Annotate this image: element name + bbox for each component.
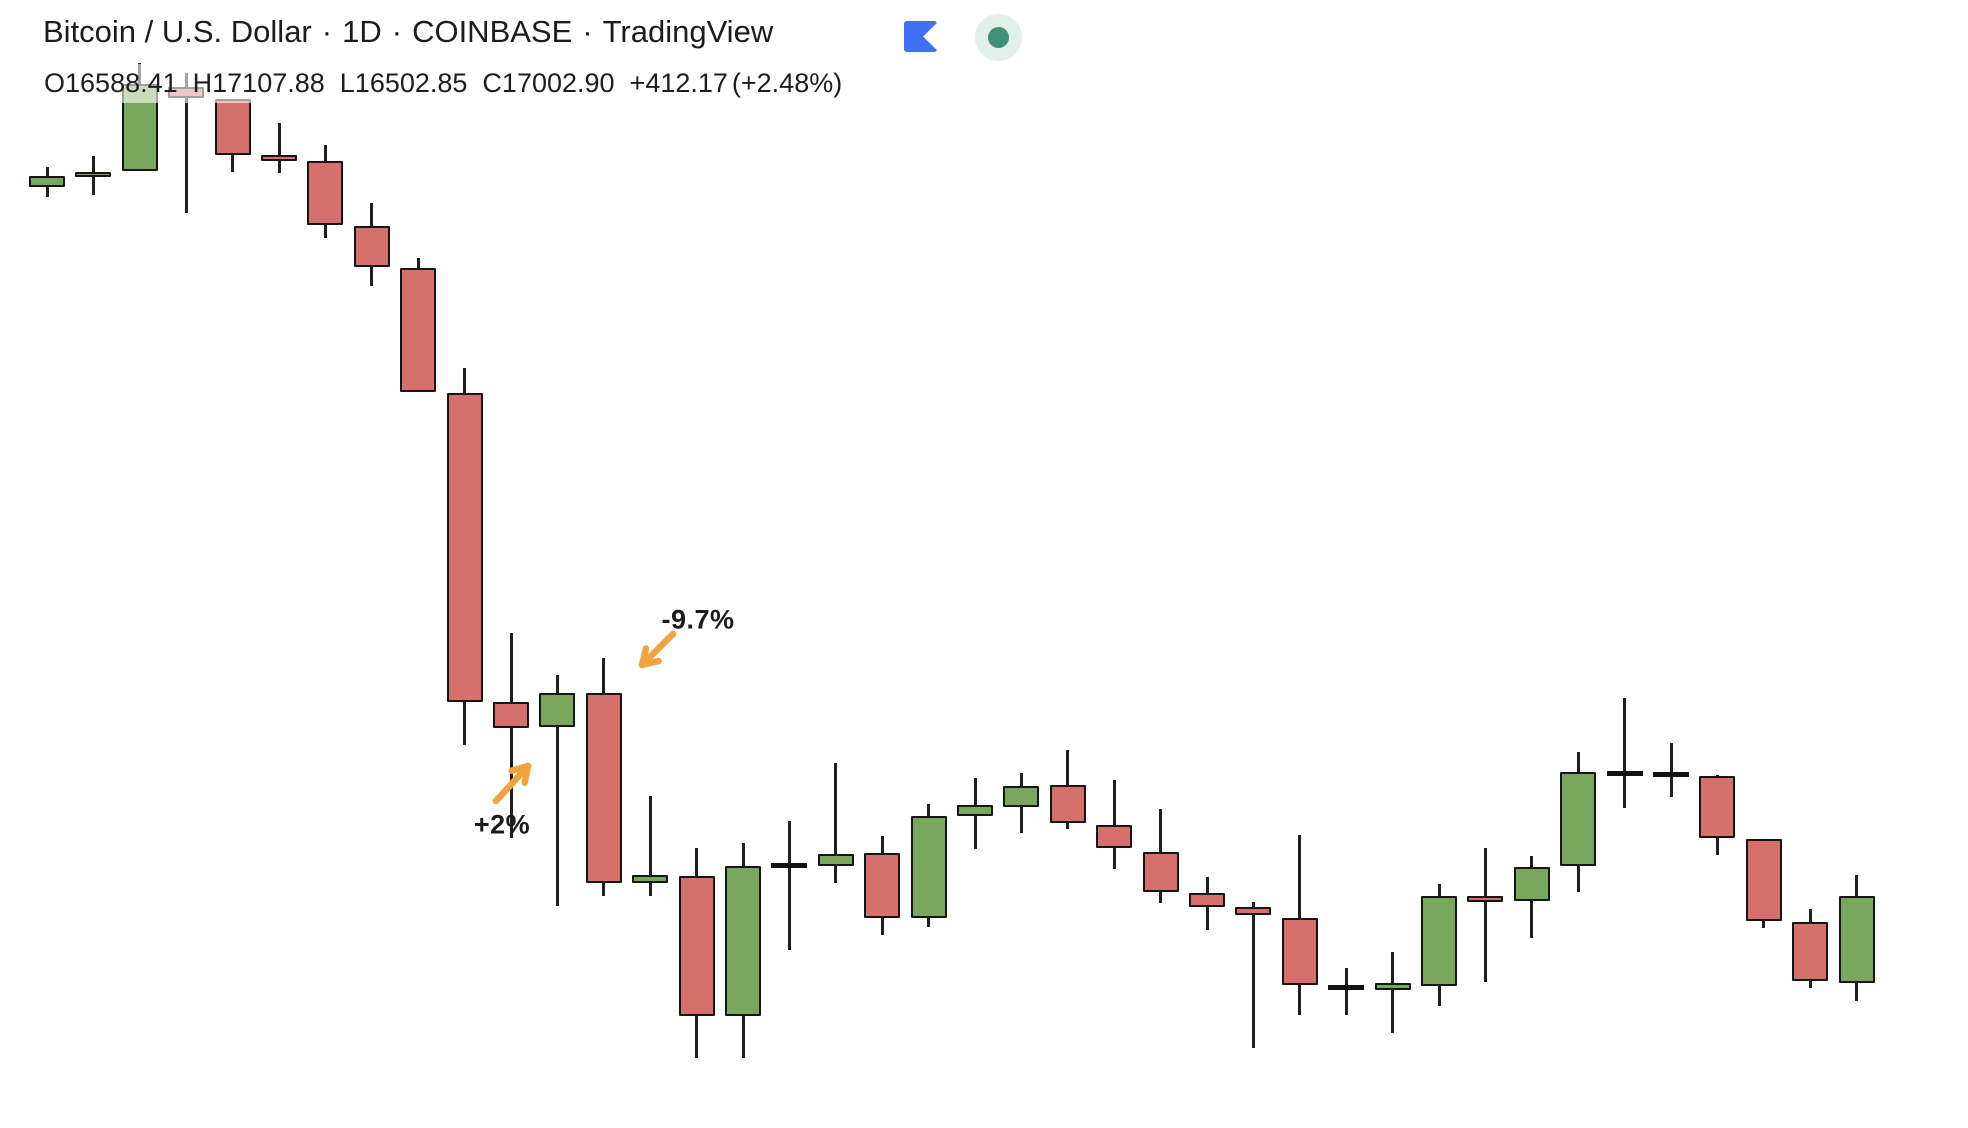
down-candle-body	[1189, 893, 1225, 907]
market-status-dot-icon	[988, 27, 1009, 48]
up-candle-body	[1838, 896, 1875, 983]
annotation-label: -9.7%	[661, 604, 735, 635]
down-candle-body	[585, 693, 622, 884]
down-candle-body	[1142, 852, 1179, 892]
up-candle-body	[1374, 983, 1411, 990]
candle-wick	[1623, 698, 1627, 809]
down-candle-body	[1699, 775, 1736, 839]
down-candle-body	[446, 393, 483, 702]
up-candle-body	[539, 693, 576, 727]
up-candle-body	[957, 805, 993, 816]
up-candle-body	[632, 874, 669, 884]
down-candle-body	[400, 268, 437, 392]
up-candle-body	[1421, 895, 1457, 986]
down-candle-body	[353, 225, 390, 267]
up-candle-body	[121, 84, 158, 171]
up-candle-body	[817, 854, 854, 866]
candle-wick	[834, 763, 838, 884]
candle-wick	[648, 795, 652, 896]
candle-wick	[1391, 952, 1395, 1034]
down-candle-body	[1281, 918, 1318, 985]
candle-wick	[184, 73, 188, 214]
down-candle-body	[168, 87, 205, 99]
down-candle-body	[493, 702, 529, 729]
up-candle-body	[75, 172, 112, 177]
up-candle-body	[1560, 772, 1597, 866]
doji-candle-body	[1606, 770, 1643, 776]
down-candle-body	[261, 154, 297, 161]
down-candle-body	[1745, 839, 1782, 921]
candle-wick	[1483, 848, 1487, 982]
annotation-arrow	[638, 630, 677, 669]
candle-wick	[1112, 779, 1116, 870]
down-candle-body	[1792, 922, 1829, 981]
down-candle-body	[214, 99, 251, 155]
candle-wick	[1251, 902, 1255, 1049]
down-candle-body	[307, 160, 344, 225]
market-status-icon[interactable]	[975, 14, 1022, 61]
down-candle-body	[1049, 784, 1086, 824]
candle-wick	[555, 674, 559, 906]
candle-wick	[1669, 743, 1673, 797]
candle-wick	[277, 123, 281, 174]
down-candle-body	[1235, 907, 1272, 915]
down-candle-body	[1467, 895, 1504, 902]
up-candle-body	[1513, 867, 1550, 901]
candle-wick	[509, 633, 513, 839]
doji-candle-body	[771, 863, 808, 869]
doji-candle-body	[1328, 984, 1365, 990]
down-candle-body	[1096, 824, 1133, 849]
down-candle-body	[678, 875, 715, 1016]
up-candle-body	[29, 175, 65, 187]
up-candle-body	[910, 815, 947, 919]
annotation-label: +2%	[473, 809, 531, 840]
up-candle-body	[725, 865, 761, 1016]
candle-wick	[1344, 968, 1348, 1015]
down-candle-body	[864, 853, 901, 919]
up-candle-body	[1003, 785, 1040, 807]
doji-candle-body	[1653, 771, 1689, 777]
candle-wick	[787, 820, 791, 950]
